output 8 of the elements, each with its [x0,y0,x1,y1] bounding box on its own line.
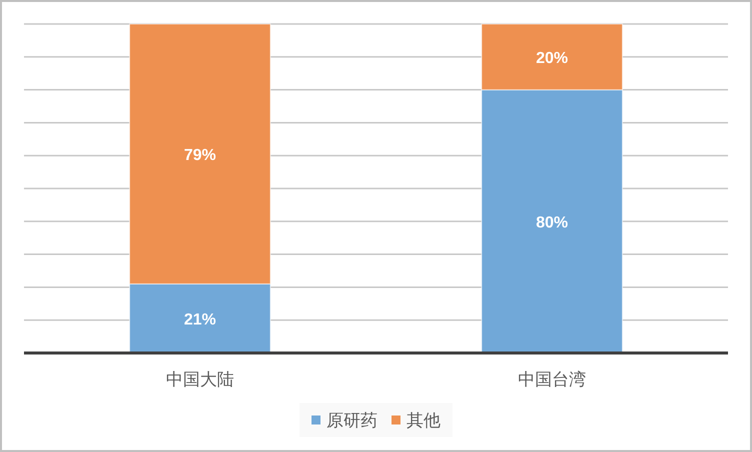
x-tick-label: 中国台湾 [518,370,586,389]
data-label: 21% [184,311,216,328]
data-label: 79% [184,146,216,164]
legend-label: 原研药 [326,411,378,430]
data-label: 80% [536,214,568,232]
data-label: 20% [536,50,568,67]
x-tick-label: 中国大陆 [166,370,234,389]
legend-label: 其他 [406,411,440,430]
